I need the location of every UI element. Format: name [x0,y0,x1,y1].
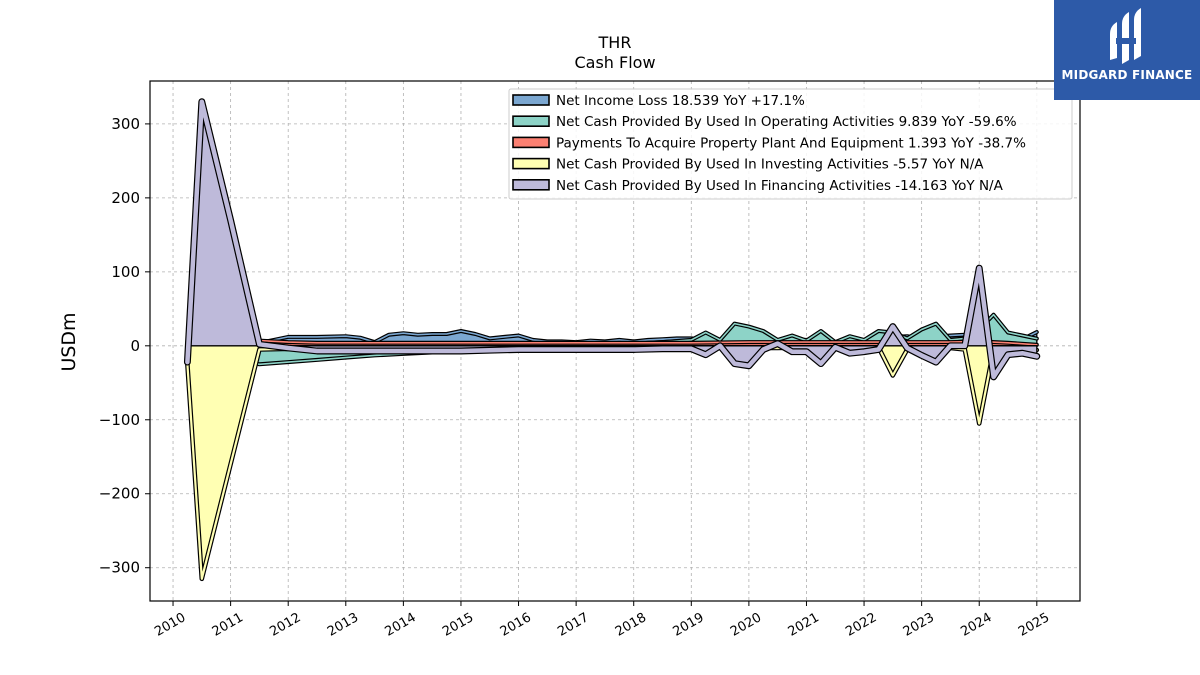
legend-label-1: Net Cash Provided By Used In Operating A… [556,114,1017,130]
series-layer [183,98,1041,582]
midgard-finance-logo: MIDGARD FINANCE [1054,0,1200,100]
legend-swatch-0 [512,94,550,106]
legend-box [508,88,1073,200]
legend-swatch-3 [512,157,550,170]
chart-title: THR [598,33,632,52]
y-tick-label: 100 [111,263,140,281]
y-tick-label: −300 [99,559,140,577]
brand-name: MIDGARD FINANCE [1061,68,1193,82]
legend-label-4: Net Cash Provided By Used In Financing A… [556,178,1004,194]
chart-subtitle: Cash Flow [574,53,655,72]
legend-label-2: Payments To Acquire Property Plant And E… [556,135,1026,151]
legend-swatch-2 [512,136,550,149]
series-line-4 [185,99,1040,380]
plot-frame [149,80,1081,602]
y-tick-label: 300 [111,115,140,133]
legend-swatch-1 [512,115,550,127]
legend-label-0: Net Income Loss 18.539 YoY +17.1% [556,93,805,109]
y-tick-label: −100 [99,411,140,429]
y-tick-label: −200 [99,485,140,503]
logo-mark-icon [1110,8,1141,64]
y-tick-label: 0 [130,337,140,355]
series-line-1 [186,313,1038,366]
y-tick-label: 200 [111,189,140,207]
legend-label-3: Net Cash Provided By Used In Investing A… [556,157,984,173]
legend: Net Income Loss 18.539 YoY +17.1% Net Cas… [508,88,1073,200]
legend-swatch-4 [512,179,550,191]
series-line-2 [186,339,1038,346]
y-axis-label: USDm [58,312,80,371]
